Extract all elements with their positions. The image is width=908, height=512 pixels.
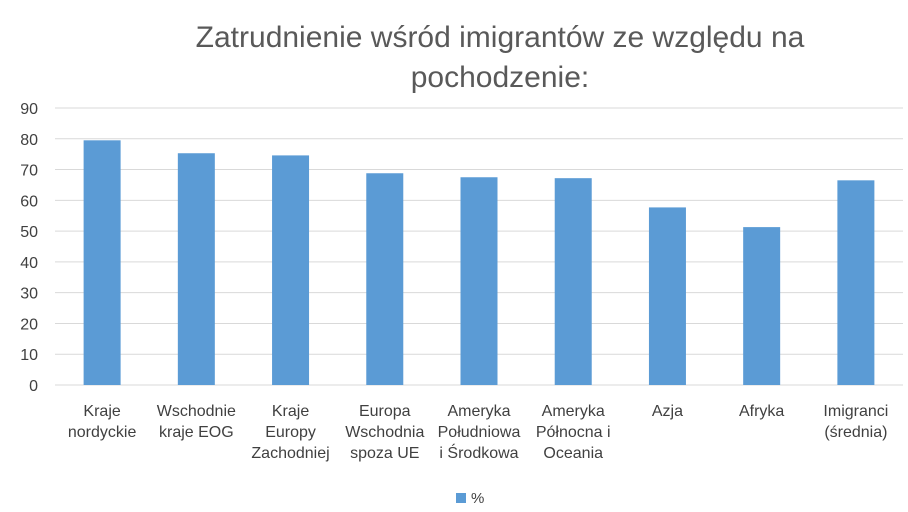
category-label: Kraje Europy Zachodniej [251, 403, 329, 462]
y-tick-label: 0 [29, 378, 38, 395]
category-label-line: Północna i [536, 424, 611, 441]
chart-title: Zatrudnienie wśród imigrantów ze względu… [195, 21, 805, 94]
y-axis-ticks: 0 10 20 30 40 50 60 70 80 90 [20, 101, 38, 395]
bar [177, 153, 215, 385]
bar [554, 178, 592, 385]
category-label: Kraje nordyckie [68, 403, 137, 441]
category-label: Imigranci (średnia) [823, 403, 888, 441]
y-tick-label: 30 [20, 286, 38, 303]
y-tick-label: 70 [20, 163, 38, 180]
category-label: Europa Wschodnia spoza UE [345, 403, 424, 462]
bar [460, 177, 498, 385]
category-label-line: nordyckie [68, 424, 137, 441]
category-label-line: Kraje [83, 403, 120, 420]
category-label-line: Europy [265, 424, 316, 441]
category-label-line: Zachodniej [251, 445, 329, 462]
legend-label: % [471, 490, 484, 507]
category-label: Afryka [739, 403, 784, 420]
category-label: Ameryka Południowa i Środkowa [438, 403, 521, 462]
category-label-line: Imigranci [823, 403, 888, 420]
bar [743, 227, 781, 385]
x-axis-categories: Kraje nordyckie Wschodnie kraje EOG Kraje Eur… [68, 403, 888, 462]
y-tick-label: 20 [20, 316, 38, 333]
category-label-line: i Środkowa [439, 443, 518, 462]
legend: % [456, 490, 484, 507]
category-label-line: Południowa [438, 424, 521, 441]
y-tick-label: 60 [20, 193, 38, 210]
category-label-line: Ameryka [542, 403, 605, 420]
bar [648, 207, 686, 385]
category-label-line: Ameryka [447, 403, 510, 420]
bar [83, 140, 121, 385]
category-label-line: Afryka [739, 403, 784, 420]
bar [366, 173, 404, 385]
category-label-line: kraje EOG [159, 424, 234, 441]
y-tick-label: 50 [20, 224, 38, 241]
category-label-line: Azja [652, 403, 683, 420]
category-label: Azja [652, 403, 683, 420]
category-label-line: Kraje [272, 403, 309, 420]
category-label: Ameryka Północna i Oceania [536, 403, 611, 462]
category-label-line: Wschodnia [345, 424, 424, 441]
category-label-line: Oceania [543, 445, 603, 462]
y-tick-label: 90 [20, 101, 38, 118]
category-label-line: spoza UE [350, 445, 419, 462]
y-tick-label: 80 [20, 132, 38, 149]
bar [272, 155, 310, 385]
category-label-line: (średnia) [824, 424, 887, 441]
legend-swatch [456, 493, 466, 503]
y-tick-label: 40 [20, 255, 38, 272]
bars [83, 140, 875, 385]
bar [837, 180, 875, 385]
category-label-line: Wschodnie [157, 403, 236, 420]
category-label-line: Europa [359, 403, 411, 420]
y-tick-label: 10 [20, 347, 38, 364]
category-label: Wschodnie kraje EOG [157, 403, 236, 441]
